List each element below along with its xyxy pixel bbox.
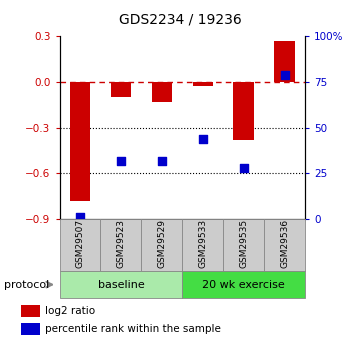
Bar <box>234 82 254 140</box>
Text: GSM29535: GSM29535 <box>239 219 248 268</box>
Bar <box>152 82 172 102</box>
Bar <box>60 219 100 271</box>
Point <box>282 72 287 77</box>
Text: GDS2234 / 19236: GDS2234 / 19236 <box>119 12 242 26</box>
Text: log2 ratio: log2 ratio <box>45 306 95 316</box>
Point <box>241 165 247 171</box>
Point <box>159 158 165 163</box>
Point <box>77 215 83 220</box>
Text: protocol: protocol <box>4 280 49 289</box>
Bar <box>223 219 264 271</box>
Bar <box>21 323 40 335</box>
Bar <box>192 82 213 86</box>
Text: GSM29529: GSM29529 <box>157 219 166 268</box>
Bar <box>182 271 305 298</box>
Text: 20 wk exercise: 20 wk exercise <box>202 280 285 289</box>
Bar <box>111 82 131 97</box>
Bar <box>264 219 305 271</box>
Text: GSM29523: GSM29523 <box>117 219 125 268</box>
Text: percentile rank within the sample: percentile rank within the sample <box>45 324 221 334</box>
Bar <box>182 219 223 271</box>
Text: GSM29507: GSM29507 <box>75 219 84 268</box>
Bar <box>274 41 295 82</box>
Text: GSM29533: GSM29533 <box>198 219 207 268</box>
Text: baseline: baseline <box>97 280 144 289</box>
Text: GSM29536: GSM29536 <box>280 219 289 268</box>
Point <box>118 158 124 163</box>
Bar <box>100 219 142 271</box>
Bar <box>21 305 40 317</box>
Bar <box>142 219 182 271</box>
Bar <box>60 271 182 298</box>
Point <box>200 136 206 141</box>
Bar <box>70 82 90 201</box>
